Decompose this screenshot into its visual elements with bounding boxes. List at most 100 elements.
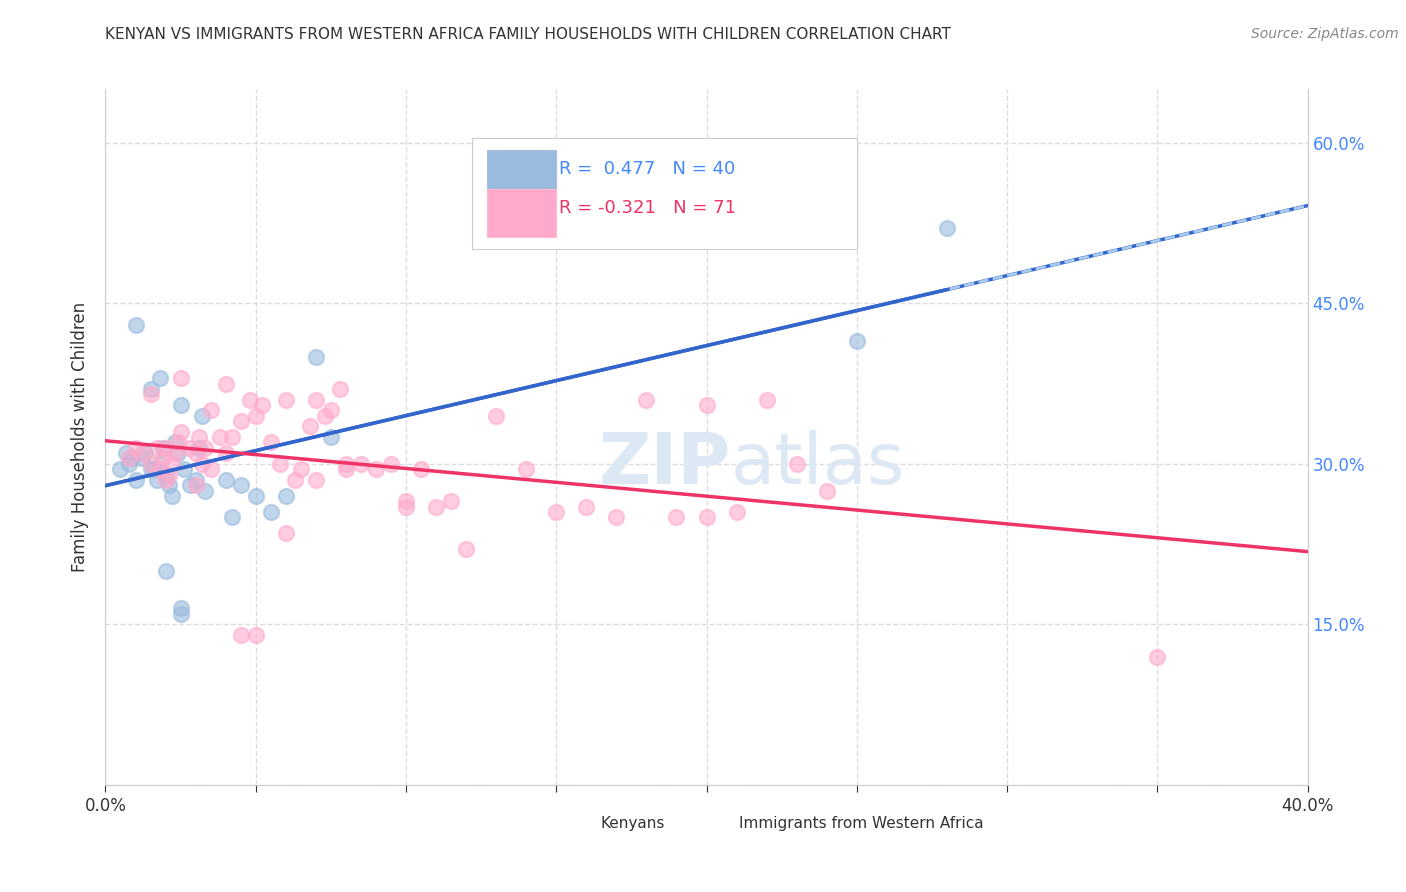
Point <box>214 446 236 460</box>
Point <box>214 473 236 487</box>
Point <box>245 489 267 503</box>
Text: Immigrants from Western Africa: Immigrants from Western Africa <box>740 816 984 831</box>
Point <box>786 457 808 471</box>
Point <box>221 430 243 444</box>
FancyBboxPatch shape <box>695 809 737 840</box>
Text: R =  0.477   N = 40: R = 0.477 N = 40 <box>558 161 735 178</box>
Point <box>284 473 307 487</box>
Point <box>305 350 328 364</box>
Point <box>155 441 177 455</box>
Point <box>145 441 167 455</box>
Point <box>221 510 243 524</box>
Point <box>152 441 174 455</box>
Point <box>194 483 217 498</box>
Point <box>515 462 537 476</box>
Point <box>229 478 252 492</box>
Point <box>200 403 222 417</box>
Point <box>380 457 402 471</box>
Point <box>250 398 273 412</box>
Text: Source: ZipAtlas.com: Source: ZipAtlas.com <box>1251 27 1399 41</box>
Point <box>239 392 262 407</box>
Point <box>155 473 177 487</box>
Point <box>139 457 162 471</box>
Point <box>269 457 291 471</box>
Point <box>118 457 141 471</box>
Point <box>169 398 191 412</box>
Point <box>169 601 191 615</box>
Point <box>173 462 195 476</box>
Point <box>314 409 336 423</box>
Point <box>145 473 167 487</box>
Point <box>260 505 283 519</box>
Point <box>169 607 191 621</box>
Point <box>409 462 432 476</box>
Point <box>755 392 778 407</box>
FancyBboxPatch shape <box>472 138 856 249</box>
Point <box>546 505 568 519</box>
Point <box>190 409 212 423</box>
Point <box>148 371 170 385</box>
Point <box>274 489 297 503</box>
Y-axis label: Family Households with Children: Family Households with Children <box>72 302 90 572</box>
Point <box>229 628 252 642</box>
Point <box>845 334 868 348</box>
Point <box>335 462 357 476</box>
Point <box>319 403 342 417</box>
Text: R = -0.321   N = 71: R = -0.321 N = 71 <box>558 199 735 217</box>
Point <box>169 425 191 439</box>
Text: ZIP: ZIP <box>599 431 731 500</box>
Point <box>110 462 132 476</box>
Point <box>155 467 177 482</box>
Point <box>260 435 283 450</box>
Point <box>155 564 177 578</box>
Point <box>696 398 718 412</box>
FancyBboxPatch shape <box>486 189 557 236</box>
Point <box>139 382 162 396</box>
Point <box>605 510 627 524</box>
Point <box>131 451 153 466</box>
Point <box>936 221 959 235</box>
Point <box>115 446 138 460</box>
Point <box>124 318 146 332</box>
Point <box>725 505 748 519</box>
Point <box>131 446 153 460</box>
Point <box>124 441 146 455</box>
Point <box>121 451 143 466</box>
Point <box>214 376 236 391</box>
Point <box>166 435 188 450</box>
Point <box>329 382 352 396</box>
Point <box>157 467 180 482</box>
Point <box>148 462 170 476</box>
Point <box>200 462 222 476</box>
Point <box>208 430 231 444</box>
Point <box>305 392 328 407</box>
Point <box>124 473 146 487</box>
Point <box>229 414 252 428</box>
Point <box>179 478 201 492</box>
Point <box>157 478 180 492</box>
Point <box>335 457 357 471</box>
Point <box>148 457 170 471</box>
Point <box>1146 649 1168 664</box>
Point <box>305 473 328 487</box>
Point <box>298 419 321 434</box>
Point <box>395 494 418 508</box>
Point <box>425 500 447 514</box>
Point <box>274 392 297 407</box>
Point <box>152 451 174 466</box>
Point <box>485 409 508 423</box>
Point <box>245 628 267 642</box>
Point <box>184 473 207 487</box>
Point <box>290 462 312 476</box>
Point <box>319 430 342 444</box>
Point <box>665 510 688 524</box>
Point <box>364 462 387 476</box>
Point <box>187 441 209 455</box>
Point <box>166 446 188 460</box>
Point <box>440 494 463 508</box>
Point <box>139 387 162 401</box>
Point <box>160 489 183 503</box>
Point <box>274 526 297 541</box>
Point <box>187 430 209 444</box>
Point <box>179 441 201 455</box>
